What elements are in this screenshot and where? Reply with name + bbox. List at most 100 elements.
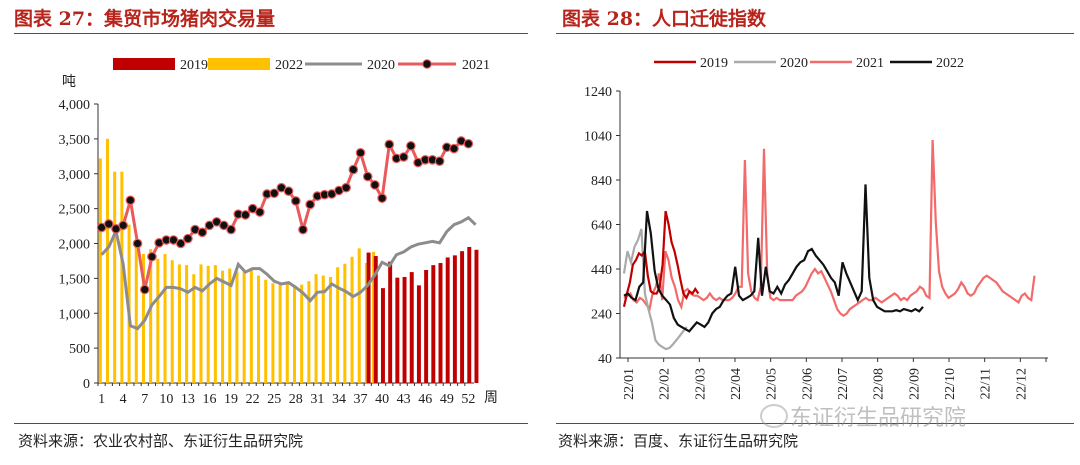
bar-2022: [292, 285, 297, 383]
legend-marker-2021: [422, 59, 432, 69]
bar-2022: [278, 283, 282, 383]
x-axis-unit: 周: [484, 391, 498, 406]
marker-2021: [384, 139, 395, 150]
x-tick-label: 22/05: [765, 368, 780, 400]
bar-2022: [328, 276, 332, 383]
right-chart-svg: 40 240 440 640 840 1040 1240 22/01 22/02 22/03 22/…: [584, 56, 1048, 400]
bar-2022: [113, 171, 117, 383]
bar-2022: [192, 274, 196, 383]
x-tick-label: 40: [375, 392, 389, 407]
bar-2022: [257, 275, 261, 383]
y-tick-label: 1040: [584, 130, 612, 145]
x-tick-label: 46: [418, 392, 432, 407]
legend-label-2020: 2020: [780, 56, 808, 71]
bar-2022: [170, 260, 174, 383]
bar-2022: [206, 265, 210, 383]
line-2020: [622, 228, 688, 351]
bar-2022: [321, 275, 325, 383]
marker-2021: [125, 195, 136, 206]
legend-label-2019: 2019: [700, 56, 728, 71]
bar-2022: [199, 264, 203, 383]
y-tick-label: 1240: [584, 85, 612, 100]
x-tick-label: 16: [202, 392, 216, 407]
left-title-rule: [14, 33, 528, 34]
x-tick-label: 34: [332, 392, 346, 407]
left-source-rule: [14, 423, 528, 424]
bar-2019: [424, 270, 429, 383]
right-title-rule: [556, 33, 1074, 34]
x-tick-label: 22/04: [729, 368, 744, 400]
y-tick-label: 0: [83, 377, 90, 392]
bar-2019: [416, 285, 421, 383]
bar-2022: [350, 256, 354, 383]
watermark-text: 东证衍生品研究院: [790, 406, 967, 431]
y-tick-label: 500: [69, 342, 90, 357]
marker-2021: [348, 164, 359, 175]
legend-label-2022: 2022: [275, 58, 303, 73]
x-tick-label: 49: [440, 392, 454, 407]
line-2020: [100, 215, 477, 331]
x-tick-label: 25: [267, 392, 281, 407]
y-tick-label: 40: [598, 352, 612, 367]
bar-2022: [264, 279, 268, 383]
marker-2021: [132, 238, 143, 249]
marker-2021: [341, 182, 351, 193]
x-tick-label: 22: [246, 392, 260, 407]
x-tick-label: 13: [181, 392, 195, 407]
y-tick-label: 440: [591, 263, 612, 278]
bar-2022: [357, 248, 361, 383]
legend-label-2021: 2021: [462, 58, 490, 73]
bar-2022: [185, 265, 189, 383]
marker-2021: [219, 220, 229, 231]
x-tick-label: 22/12: [1014, 368, 1029, 400]
marker-2021: [103, 219, 114, 229]
y-tick-label: 1,000: [59, 307, 91, 322]
x-tick-label: 22/01: [622, 368, 637, 400]
bar-2019: [452, 255, 457, 383]
x-tick-label: 43: [397, 392, 411, 407]
x-tick-label: 22/08: [872, 368, 887, 400]
bar-2022: [364, 263, 368, 383]
line-2019: [622, 210, 700, 308]
y-tick-label: 3,500: [59, 133, 91, 148]
right-source-rule: [556, 423, 1074, 424]
x-tick-label: 19: [224, 392, 238, 407]
bar-2022: [336, 267, 340, 383]
x-tick-label: 22/02: [658, 368, 673, 400]
x-tick-label: 31: [310, 392, 324, 407]
marker-2021: [269, 188, 280, 199]
bar-2022: [141, 253, 145, 383]
bar-2019: [409, 272, 414, 383]
y-tick-label: 4,000: [59, 98, 91, 113]
bar-2019: [467, 246, 472, 383]
bar-2022: [314, 274, 318, 383]
bar-2022: [300, 284, 304, 383]
marker-2021: [183, 233, 193, 244]
marker-2021: [290, 196, 301, 206]
marker-2021: [147, 251, 157, 262]
x-tick-label: 4: [120, 392, 127, 407]
bar-2022: [242, 271, 246, 383]
bar-2022: [235, 271, 239, 383]
bar-2019: [395, 277, 400, 383]
marker-2021: [434, 156, 445, 166]
legend-label-2022: 2022: [936, 56, 964, 71]
bar-2022: [249, 267, 253, 383]
marker-2021: [118, 220, 128, 231]
y-tick-label: 3,000: [59, 168, 91, 183]
marker-2021: [283, 186, 294, 196]
x-tick-label: 37: [354, 392, 368, 407]
x-tick-label: 22/07: [836, 368, 851, 400]
right-chart-panel: 图表 28：人口迁徙指数 40 240 440 640 840 1040 1240 22/01…: [548, 0, 1080, 465]
x-tick-label: 22/11: [979, 368, 994, 399]
bar-2019: [373, 256, 378, 383]
bar-2019: [380, 288, 385, 383]
marker-2021: [398, 152, 409, 162]
left-chart-svg: 0 500 1,000 1,500 2,000 2,500 3,000 3,500 4,000 吨…: [59, 58, 498, 407]
bar-2019: [366, 252, 371, 383]
bar-2019: [474, 249, 479, 383]
right-chart-title: 图表 28：人口迁徙指数: [562, 8, 767, 30]
bar-2019: [438, 263, 443, 383]
left-chart-panel: 图表 27：集贸市场猪肉交易量 0 500 1,000 1,500 2,000 2,500…: [14, 8, 528, 450]
marker-2021: [197, 227, 208, 238]
